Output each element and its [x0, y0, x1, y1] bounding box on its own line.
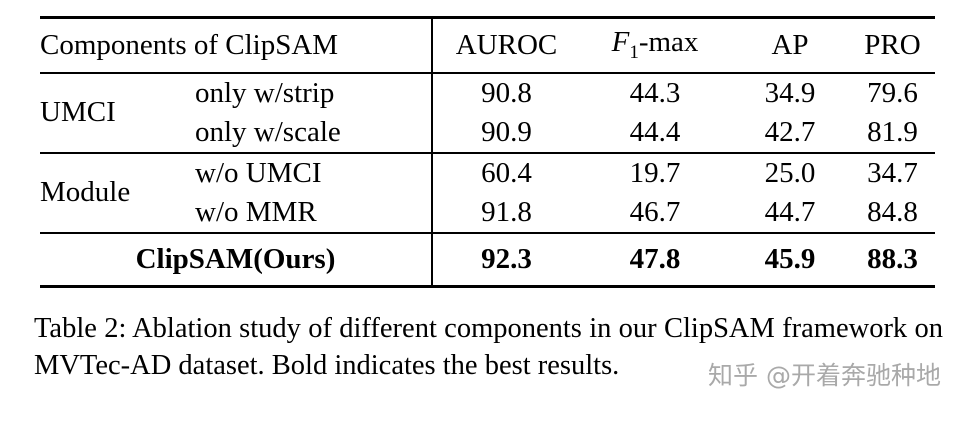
cell-auroc: 90.9	[481, 115, 532, 148]
components-column-header: Components of ClipSAM	[40, 17, 433, 74]
ap-column-header: AP	[730, 17, 850, 74]
cell-f1max: 44.3	[629, 76, 681, 109]
table-row: w/o MMR 91.8 46.7 44.7 84.8	[40, 192, 935, 233]
pro-column-header: PRO	[850, 17, 935, 74]
table-row: only w/scale 90.9 44.4 42.7 81.9	[40, 112, 935, 153]
cell-pro: 88.3	[850, 231, 935, 287]
cell-pro: 34.7	[850, 151, 935, 193]
row-label: only w/strip	[195, 72, 433, 113]
cell-auroc: 90.8	[481, 76, 532, 109]
cell-pro: 84.8	[867, 195, 918, 228]
cell-f1max: 47.8	[580, 231, 730, 287]
f1max-column-header: F1-max	[580, 17, 730, 74]
group-label-module: Module	[40, 151, 195, 233]
cell-ap: 44.7	[764, 195, 816, 228]
cell-auroc: 92.3	[432, 231, 580, 287]
cell-ap: 34.9	[764, 76, 816, 109]
cell-f1max: 46.7	[629, 195, 681, 228]
header-row: Components of ClipSAM AUROC F1-max AP PR…	[40, 17, 935, 74]
cell-pro: 81.9	[867, 115, 918, 148]
cell-auroc: 60.4	[432, 151, 580, 193]
cell-f1max: 44.4	[629, 115, 681, 148]
cell-ap: 45.9	[730, 231, 850, 287]
ablation-table: Components of ClipSAM AUROC F1-max AP PR…	[40, 16, 935, 288]
group-label-umci: UMCI	[40, 96, 116, 128]
table-row: UMCI only w/strip 90.8 44.3 34.9 79.6	[40, 72, 935, 128]
table-row: Module w/o UMCI 60.4 19.7 25.0 34.7	[40, 151, 935, 233]
auroc-column-header: AUROC	[432, 17, 580, 74]
f1-suffix: -max	[638, 26, 699, 59]
row-label: only w/scale	[195, 112, 433, 153]
f1-subscript: 1	[629, 42, 639, 64]
cell-auroc: 91.8	[481, 195, 532, 228]
cell-ap: 25.0	[730, 151, 850, 193]
cell-ap: 42.7	[764, 115, 816, 148]
f1-symbol: F	[611, 26, 630, 59]
row-label: w/o UMCI	[195, 151, 433, 193]
row-label: w/o MMR	[195, 192, 433, 233]
final-row-label: ClipSAM(Ours)	[40, 231, 433, 287]
table-caption: Table 2: Ablation study of different com…	[34, 313, 943, 381]
final-results-row: ClipSAM(Ours) 92.3 47.8 45.9 88.3	[40, 231, 935, 287]
cell-f1max: 19.7	[580, 151, 730, 193]
cell-pro: 79.6	[867, 76, 918, 109]
